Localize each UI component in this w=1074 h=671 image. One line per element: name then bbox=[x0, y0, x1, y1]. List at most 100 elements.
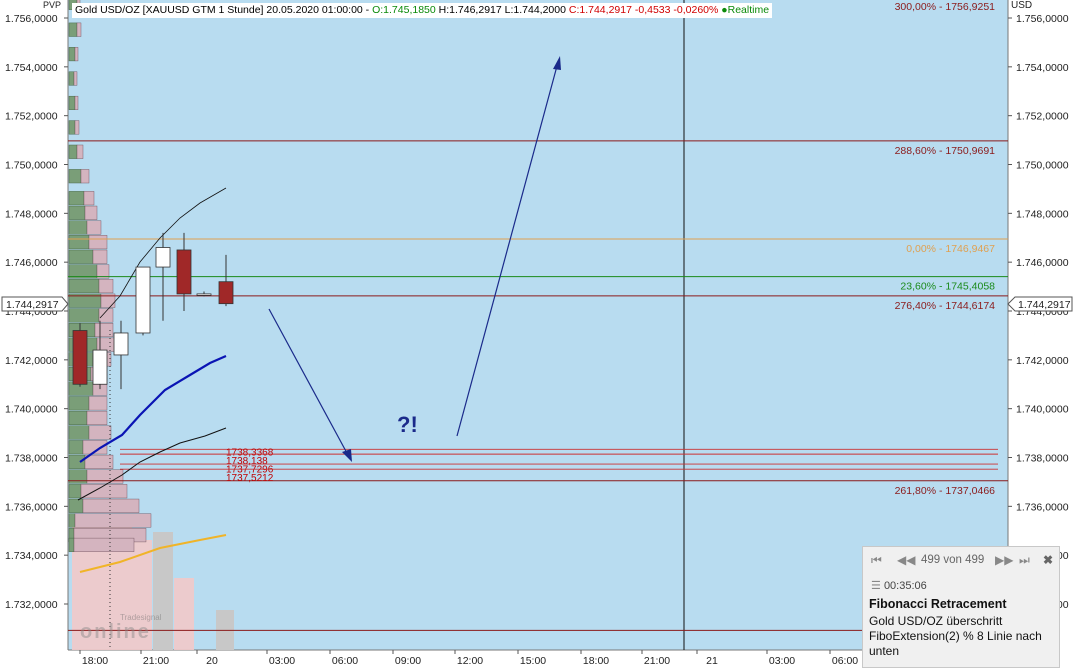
current-price-tag-left: 1.744,2917 bbox=[1, 296, 69, 312]
down-arrow bbox=[268, 308, 352, 462]
support-label: 1738,138 bbox=[226, 456, 268, 467]
alert-navigation: ⏮ ◀◀ 499 von 499 ▶▶ ⏭ ✖ bbox=[869, 553, 1055, 569]
close-icon[interactable]: ✖ bbox=[1043, 553, 1054, 567]
right-tick-label: 1.742,0000 bbox=[1016, 355, 1069, 367]
menu-icon: ☰ bbox=[871, 580, 881, 592]
time-tick-label: 20 bbox=[206, 655, 218, 667]
fibo-label: 276,40% - 1744,6174 bbox=[895, 300, 996, 312]
right-tick-label: 1.752,0000 bbox=[1016, 111, 1069, 123]
left-tick-label: 1.742,0000 bbox=[5, 355, 58, 367]
profile-bar-down bbox=[73, 71, 78, 86]
profile-bar-up bbox=[68, 47, 76, 62]
alert-panel[interactable]: ⏮ ◀◀ 499 von 499 ▶▶ ⏭ ✖ ☰ 00:35:06 Fibon… bbox=[862, 546, 1060, 668]
high-value: H:1.746,2917 bbox=[438, 4, 502, 16]
watermark-text: online bbox=[80, 621, 151, 643]
profile-bar-up bbox=[68, 454, 86, 469]
first-alert-icon[interactable]: ⏮ bbox=[871, 553, 882, 567]
candle-down[interactable] bbox=[72, 330, 88, 385]
left-tick-label: 1.752,0000 bbox=[5, 111, 58, 123]
left-tick-label: 1.756,0000 bbox=[5, 13, 58, 25]
candle-up[interactable] bbox=[196, 293, 212, 296]
profile-bar-down bbox=[86, 220, 102, 235]
profile-bar-up bbox=[68, 235, 90, 250]
plot-area[interactable] bbox=[68, 0, 1008, 650]
alert-counter: 499 von 499 bbox=[921, 554, 985, 566]
left-tick-label: 1.740,0000 bbox=[5, 404, 58, 416]
profile-bar-up bbox=[68, 191, 85, 206]
right-tick-label: 1.738,0000 bbox=[1016, 453, 1069, 465]
profile-bar-up bbox=[68, 169, 82, 184]
instrument-info-bar: Gold USD/OZ [XAUUSD GTM 1 Stunde] 20.05.… bbox=[72, 3, 773, 18]
change-value: -0,4533 bbox=[634, 4, 671, 16]
support-label: 1738,3368 bbox=[226, 447, 274, 458]
profile-bar-up bbox=[68, 537, 75, 552]
pvp-label: PVP bbox=[43, 0, 62, 10]
last-alert-icon[interactable]: ⏭ bbox=[1019, 553, 1030, 567]
realtime-indicator: ● bbox=[721, 4, 728, 16]
left-tick-label: 1.734,0000 bbox=[5, 550, 58, 562]
change-pct-value: -0,0260% bbox=[673, 4, 719, 16]
time-tick-label: 06:00 bbox=[332, 655, 358, 667]
profile-bar-up bbox=[68, 205, 86, 220]
alert-title: Fibonacci Retracement bbox=[869, 597, 1007, 611]
profile-bar-down bbox=[80, 169, 90, 184]
profile-bar-up bbox=[68, 410, 88, 425]
fibo-label: 23,60% - 1745,4058 bbox=[900, 281, 995, 293]
time-tick-label: 06:00 bbox=[832, 655, 858, 667]
profile-bar-down bbox=[83, 191, 95, 206]
profile-bar-down bbox=[98, 279, 114, 294]
right-tick-label: 1.756,0000 bbox=[1016, 13, 1069, 25]
right-tick-label: 1.736,0000 bbox=[1016, 501, 1069, 513]
left-tick-label: 1.738,0000 bbox=[5, 453, 58, 465]
time-tick-label: 21:00 bbox=[143, 655, 169, 667]
ma-black-lower bbox=[77, 427, 227, 501]
profile-bar-down bbox=[96, 264, 110, 279]
profile-bar-down bbox=[74, 47, 79, 62]
candle-down[interactable] bbox=[176, 249, 192, 295]
watermark-brand: Tradesignal bbox=[120, 613, 162, 622]
candle-up[interactable] bbox=[92, 349, 108, 385]
profile-bar-down bbox=[86, 410, 108, 425]
left-tick-label: 1.732,0000 bbox=[5, 599, 58, 611]
left-tick-label: 1.748,0000 bbox=[5, 208, 58, 220]
currency-label: USD bbox=[1011, 0, 1033, 11]
left-tick-label: 1.754,0000 bbox=[5, 62, 58, 74]
close-value: C:1.744,2917 bbox=[568, 4, 632, 16]
time-tick-label: 09:00 bbox=[395, 655, 421, 667]
time-tick-label: 15:00 bbox=[520, 655, 546, 667]
candle-up[interactable] bbox=[135, 266, 151, 334]
profile-bar-down bbox=[74, 120, 80, 135]
ma-orange bbox=[79, 534, 227, 573]
next-alert-icon[interactable]: ▶▶ bbox=[995, 553, 1014, 567]
current-price-right: 1.744,2917 bbox=[1018, 299, 1071, 311]
fibo-label: 300,00% - 1756,9251 bbox=[895, 1, 996, 13]
profile-bar-down bbox=[88, 425, 112, 440]
profile-bar-down bbox=[82, 498, 140, 513]
instrument-name: Gold USD/OZ [XAUUSD GTM 1 Stunde] bbox=[75, 4, 264, 16]
fibo-label: 0,00% - 1746,9467 bbox=[906, 243, 995, 255]
profile-bar-down bbox=[88, 235, 108, 250]
annotation-text: ?! bbox=[397, 412, 418, 437]
previous-alert-icon[interactable]: ◀◀ bbox=[897, 553, 916, 567]
profile-bar-down bbox=[80, 484, 128, 499]
watermark-logo: Tradesignal online bbox=[80, 613, 162, 643]
volume-bar bbox=[132, 540, 152, 650]
candle-down[interactable] bbox=[218, 281, 234, 305]
candle-up[interactable] bbox=[155, 247, 171, 268]
right-tick-label: 1.746,0000 bbox=[1016, 257, 1069, 269]
profile-bar-down bbox=[74, 95, 79, 110]
current-price-tag-right: 1.744,2917 bbox=[1007, 296, 1073, 312]
profile-bar-down bbox=[84, 454, 114, 469]
profile-bar-up bbox=[68, 220, 88, 235]
fibo-label: 288,60% - 1750,9691 bbox=[895, 145, 996, 157]
alert-time: ☰ 00:35:06 bbox=[871, 580, 927, 592]
profile-bar-down bbox=[92, 249, 108, 264]
profile-bar-up bbox=[68, 513, 76, 528]
low-value: L:1.744,2000 bbox=[504, 4, 566, 16]
candle-up[interactable] bbox=[113, 332, 129, 356]
time-tick-label: 03:00 bbox=[769, 655, 795, 667]
up-arrow bbox=[456, 56, 561, 437]
left-tick-label: 1.750,0000 bbox=[5, 160, 58, 172]
